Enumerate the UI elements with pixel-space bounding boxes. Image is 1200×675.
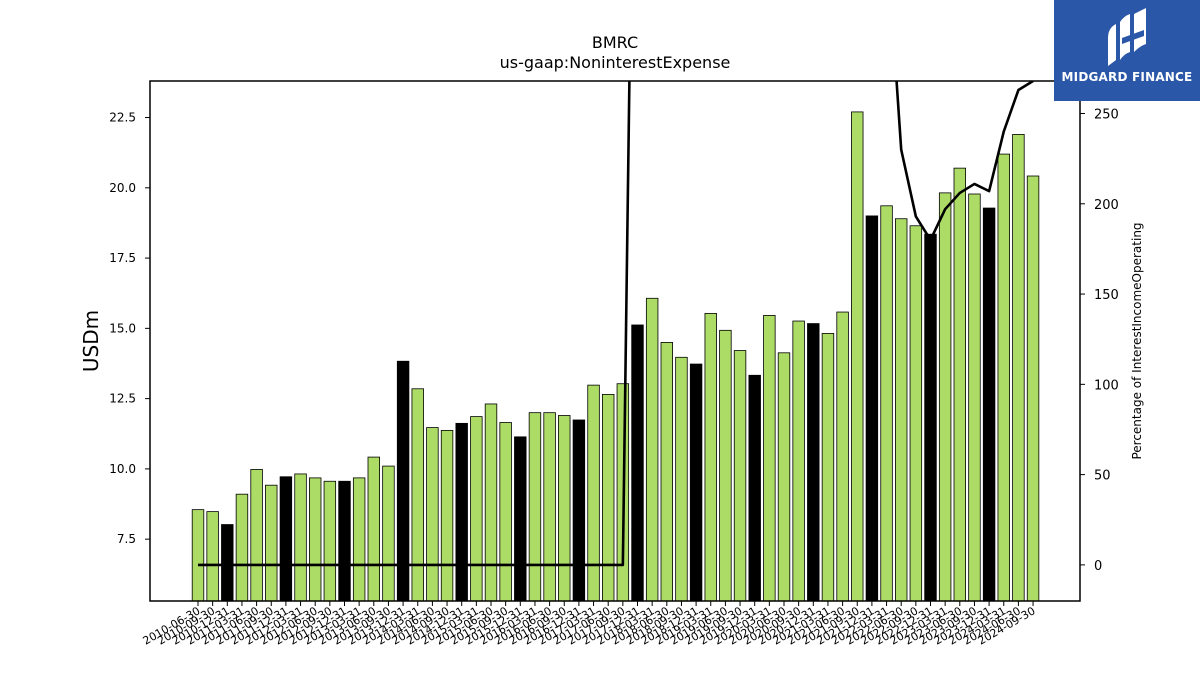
line-layer (198, 81, 1034, 567)
bar-2019-12-31 (748, 374, 761, 602)
bar-2024-09-30 (1026, 175, 1040, 602)
bar-2015-06-30 (484, 403, 498, 602)
bar-2022-09-30 (909, 225, 923, 602)
bar-2016-09-30 (558, 415, 571, 602)
bar-2012-06-30 (308, 477, 322, 602)
bar-2021-12-31 (865, 215, 879, 602)
y2-tick-label: 0 (1094, 559, 1102, 574)
bar-2020-03-31 (763, 315, 776, 602)
bar-2019-09-30 (733, 350, 747, 602)
y2-tick-label: 100 (1094, 378, 1119, 393)
y2-tick-label: 150 (1094, 288, 1119, 303)
bar-2012-09-30 (323, 480, 337, 602)
bar-2015-09-30 (499, 422, 512, 602)
bar-2021-09-30 (851, 111, 864, 602)
y-tick-label: 17.5 (109, 251, 136, 265)
bar-2021-03-31 (821, 333, 835, 602)
y-tick-label: 20.0 (109, 181, 136, 195)
x-axis: 2010-06-302010-09-302010-12-312011-03-31… (141, 601, 1038, 648)
plot-frame (149, 80, 1081, 602)
bar-2017-12-31 (631, 324, 644, 602)
bar-2014-03-31 (411, 388, 424, 602)
bar-2014-06-30 (426, 427, 439, 602)
bar-2019-06-30 (719, 329, 732, 602)
bar-2023-03-31 (938, 192, 952, 602)
bar-2013-09-30 (382, 465, 395, 602)
bar-2018-06-30 (660, 342, 674, 602)
bar-2019-03-31 (704, 313, 717, 602)
line-series (198, 81, 1034, 567)
y2-tick-label: 50 (1094, 469, 1111, 484)
bar-2015-12-31 (514, 436, 527, 602)
bar-2024-03-31 (997, 153, 1010, 602)
bar-2018-09-30 (675, 356, 688, 602)
bar-2012-12-31 (338, 480, 351, 602)
bar-2014-12-31 (455, 422, 468, 602)
bar-2021-06-30 (836, 311, 849, 602)
bar-2010-12-31 (221, 524, 234, 602)
midgard-finance-logo: MIDGARD FINANCE (1054, 0, 1200, 101)
bar-2022-06-30 (895, 218, 908, 602)
logo-text: MIDGARD FINANCE (1061, 70, 1193, 84)
bar-2010-09-30 (206, 511, 219, 602)
midgard-logo-icon (1108, 8, 1146, 66)
y-tick-label: 22.5 (109, 111, 136, 125)
bar-2011-09-30 (265, 484, 278, 602)
y2-tick-label: 200 (1094, 198, 1119, 213)
y-axis-label: USDm (79, 310, 103, 372)
bar-2020-06-30 (777, 352, 791, 602)
bar-2020-09-30 (792, 320, 805, 602)
bar-2015-03-31 (470, 416, 483, 602)
bar-2023-09-30 (968, 193, 981, 602)
bar-2017-03-31 (587, 384, 600, 602)
bar-2013-06-30 (367, 456, 381, 602)
bar-2023-12-31 (982, 207, 996, 602)
chart-subtitle: us-gaap:NoninterestExpense (500, 53, 731, 72)
bar-2016-12-31 (572, 419, 586, 602)
bar-2013-03-31 (352, 477, 366, 602)
bar-2011-12-31 (279, 476, 293, 602)
bar-2018-03-31 (645, 297, 659, 602)
bar-2020-12-31 (807, 323, 820, 602)
bar-2023-06-30 (953, 167, 967, 602)
bar-2011-03-31 (235, 493, 249, 602)
y-tick-label: 10.0 (109, 462, 136, 476)
bar-2018-12-31 (689, 363, 703, 602)
bar-2017-06-30 (602, 394, 615, 602)
bar-2022-03-31 (880, 205, 893, 602)
bar-2024-06-30 (1012, 134, 1025, 602)
bar-2012-03-31 (294, 473, 307, 602)
bar-2016-03-31 (528, 412, 542, 602)
bar-2022-12-31 (924, 233, 937, 602)
bar-group (191, 111, 1040, 602)
y2-axis-label: Percentage of InterestIncomeOperating (1130, 222, 1144, 459)
y-axis: 7.5 10.0 12.5 15.0 17.5 20.0 22.5 (109, 111, 150, 546)
y-tick-label: 12.5 (109, 392, 136, 406)
y2-tick-label: 250 (1094, 108, 1119, 123)
y-tick-label: 7.5 (117, 532, 136, 546)
y-tick-label: 15.0 (109, 321, 136, 335)
bar-2011-06-30 (250, 469, 263, 602)
y2-axis: 0 50 100 150 200 250 (1080, 108, 1119, 574)
bar-2014-09-30 (440, 429, 454, 602)
chart-title: BMRC (592, 33, 638, 52)
bar-2010-06-30 (191, 509, 205, 602)
bar-2016-06-30 (543, 412, 556, 602)
